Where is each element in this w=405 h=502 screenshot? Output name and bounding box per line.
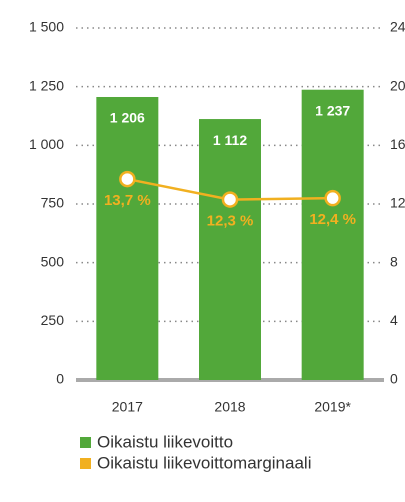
legend-label: Oikaistu liikevoitto (97, 432, 233, 451)
y2-tick-label: 0 (390, 371, 398, 387)
line-point (119, 170, 136, 188)
y-tick-label: 1 500 (29, 19, 64, 35)
y-tick-label: 1 250 (29, 77, 64, 93)
bar-label: 1 237 (315, 102, 350, 118)
y2-tick-label: 20 (390, 77, 405, 93)
line-label: 12,3 % (207, 213, 254, 230)
y-tick-label: 750 (41, 195, 65, 211)
y-tick-label: 0 (56, 371, 64, 387)
y2-tick-label: 4 (390, 312, 398, 328)
line-point (221, 191, 239, 208)
y2-tick-label: 16 (390, 136, 405, 152)
y2-tick-label: 8 (390, 253, 398, 269)
bar-label: 1 206 (110, 110, 145, 126)
bar (301, 89, 364, 380)
line-label: 13,7 % (104, 192, 151, 209)
x-tick-label: 2019* (314, 399, 351, 415)
y-tick-label: 1 000 (29, 136, 64, 152)
line-point (324, 189, 341, 207)
legend-swatch (80, 437, 91, 448)
y-tick-label: 250 (41, 312, 65, 328)
bar (96, 96, 159, 380)
legend-swatch (80, 458, 91, 469)
y2-tick-label: 12 (390, 195, 405, 211)
bar (199, 119, 261, 381)
x-tick-label: 2018 (214, 399, 245, 415)
x-tick-label: 2017 (112, 399, 143, 415)
y2-tick-label: 24 (390, 19, 405, 35)
y-tick-label: 500 (41, 253, 65, 269)
legend-label: Oikaistu liikevoittomarginaali (97, 453, 311, 472)
line-label: 12,4 % (309, 211, 356, 228)
bar-label: 1 112 (213, 132, 247, 148)
